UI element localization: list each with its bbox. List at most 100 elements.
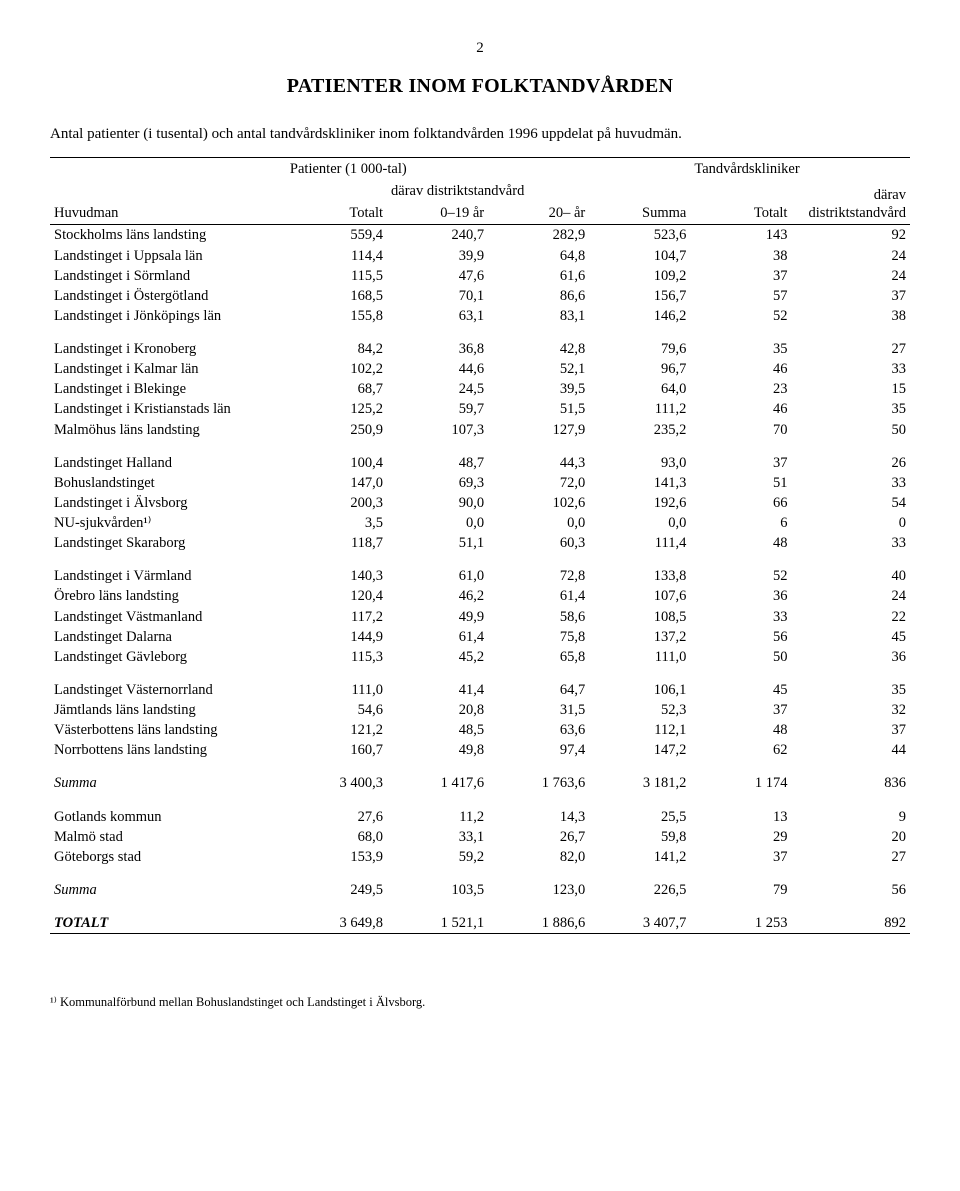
col-darav-2: därav distriktstandvård	[791, 180, 910, 224]
cell: 3 407,7	[589, 900, 690, 933]
col-group-kliniker: Tandvårdskliniker	[690, 158, 910, 180]
row-label: Landstinget i Sörmland	[50, 266, 286, 286]
cell: 90,0	[387, 493, 488, 513]
cell: 24	[791, 586, 910, 606]
cell: 0	[791, 513, 910, 533]
cell: 33	[690, 607, 791, 627]
cell: 27	[791, 326, 910, 359]
row-label: Landstinget i Kristianstads län	[50, 399, 286, 419]
cell: 1 763,6	[488, 760, 589, 793]
cell: 33	[791, 473, 910, 493]
cell: 240,7	[387, 225, 488, 246]
cell: 226,5	[589, 867, 690, 900]
cell: 37	[791, 720, 910, 740]
row-label: Gotlands kommun	[50, 794, 286, 827]
cell: 64,8	[488, 246, 589, 266]
cell: 37	[690, 700, 791, 720]
col-summa: Summa	[589, 202, 690, 224]
row-label: Landstinget i Uppsala län	[50, 246, 286, 266]
cell: 107,3	[387, 420, 488, 440]
cell: 49,8	[387, 740, 488, 760]
cell: 144,9	[286, 627, 387, 647]
cell: 64,7	[488, 667, 589, 700]
cell: 44	[791, 740, 910, 760]
cell: 82,0	[488, 847, 589, 867]
table-row: Landstinget Västernorrland111,041,464,71…	[50, 667, 910, 700]
cell: 51,5	[488, 399, 589, 419]
cell: 41,4	[387, 667, 488, 700]
cell: 70,1	[387, 286, 488, 306]
page-number: 2	[50, 40, 910, 57]
row-label: Malmöhus läns landsting	[50, 420, 286, 440]
cell: 40	[791, 553, 910, 586]
cell: 61,6	[488, 266, 589, 286]
cell: 37	[690, 266, 791, 286]
cell: 104,7	[589, 246, 690, 266]
cell: 111,2	[589, 399, 690, 419]
cell: 155,8	[286, 306, 387, 326]
cell: 106,1	[589, 667, 690, 700]
cell: 141,2	[589, 847, 690, 867]
footnote: ¹⁾ Kommunalförbund mellan Bohuslandsting…	[50, 994, 910, 1010]
cell: 100,4	[286, 440, 387, 473]
row-label: Stockholms läns landsting	[50, 225, 286, 246]
cell: 70	[690, 420, 791, 440]
table-row: Örebro läns landsting120,446,261,4107,63…	[50, 586, 910, 606]
row-label: NU-sjukvården¹⁾	[50, 513, 286, 533]
cell: 36,8	[387, 326, 488, 359]
table-header: Huvudman Patienter (1 000-tal) Tandvårds…	[50, 158, 910, 225]
cell: 57	[690, 286, 791, 306]
cell: 46	[690, 399, 791, 419]
cell: 36	[690, 586, 791, 606]
cell: 59,7	[387, 399, 488, 419]
cell: 52,1	[488, 359, 589, 379]
cell: 103,5	[387, 867, 488, 900]
cell: 63,1	[387, 306, 488, 326]
cell: 59,8	[589, 827, 690, 847]
cell: 1 174	[690, 760, 791, 793]
cell: 192,6	[589, 493, 690, 513]
cell: 54,6	[286, 700, 387, 720]
cell: 14,3	[488, 794, 589, 827]
cell: 111,4	[589, 533, 690, 553]
cell: 84,2	[286, 326, 387, 359]
table-row: Jämtlands läns landsting54,620,831,552,3…	[50, 700, 910, 720]
table-row: Summa3 400,31 417,61 763,63 181,21 17483…	[50, 760, 910, 793]
cell: 147,2	[589, 740, 690, 760]
cell: 1 417,6	[387, 760, 488, 793]
table-row: Göteborgs stad153,959,282,0141,23727	[50, 847, 910, 867]
cell: 72,8	[488, 553, 589, 586]
row-label: Västerbottens läns landsting	[50, 720, 286, 740]
cell: 200,3	[286, 493, 387, 513]
table-row: Landstinget i Uppsala län114,439,964,810…	[50, 246, 910, 266]
cell: 83,1	[488, 306, 589, 326]
cell: 33	[791, 359, 910, 379]
cell: 62	[690, 740, 791, 760]
cell: 123,0	[488, 867, 589, 900]
cell: 24	[791, 266, 910, 286]
cell: 168,5	[286, 286, 387, 306]
cell: 107,6	[589, 586, 690, 606]
cell: 3 649,8	[286, 900, 387, 933]
cell: 52	[690, 553, 791, 586]
cell: 92	[791, 225, 910, 246]
table-row: Summa249,5103,5123,0226,57956	[50, 867, 910, 900]
table-row: Västerbottens läns landsting121,248,563,…	[50, 720, 910, 740]
cell: 109,2	[589, 266, 690, 286]
row-label: Landstinget Skaraborg	[50, 533, 286, 553]
cell: 61,4	[387, 627, 488, 647]
cell: 44,6	[387, 359, 488, 379]
row-label: Landstinget i Jönköpings län	[50, 306, 286, 326]
cell: 35	[690, 326, 791, 359]
cell: 120,4	[286, 586, 387, 606]
col-totalt-2: Totalt	[690, 180, 791, 224]
cell: 3 400,3	[286, 760, 387, 793]
cell: 46,2	[387, 586, 488, 606]
cell: 6	[690, 513, 791, 533]
cell: 0,0	[488, 513, 589, 533]
cell: 68,0	[286, 827, 387, 847]
table-row: TOTALT3 649,81 521,11 886,63 407,71 2538…	[50, 900, 910, 933]
cell: 892	[791, 900, 910, 933]
cell: 49,9	[387, 607, 488, 627]
cell: 48	[690, 533, 791, 553]
